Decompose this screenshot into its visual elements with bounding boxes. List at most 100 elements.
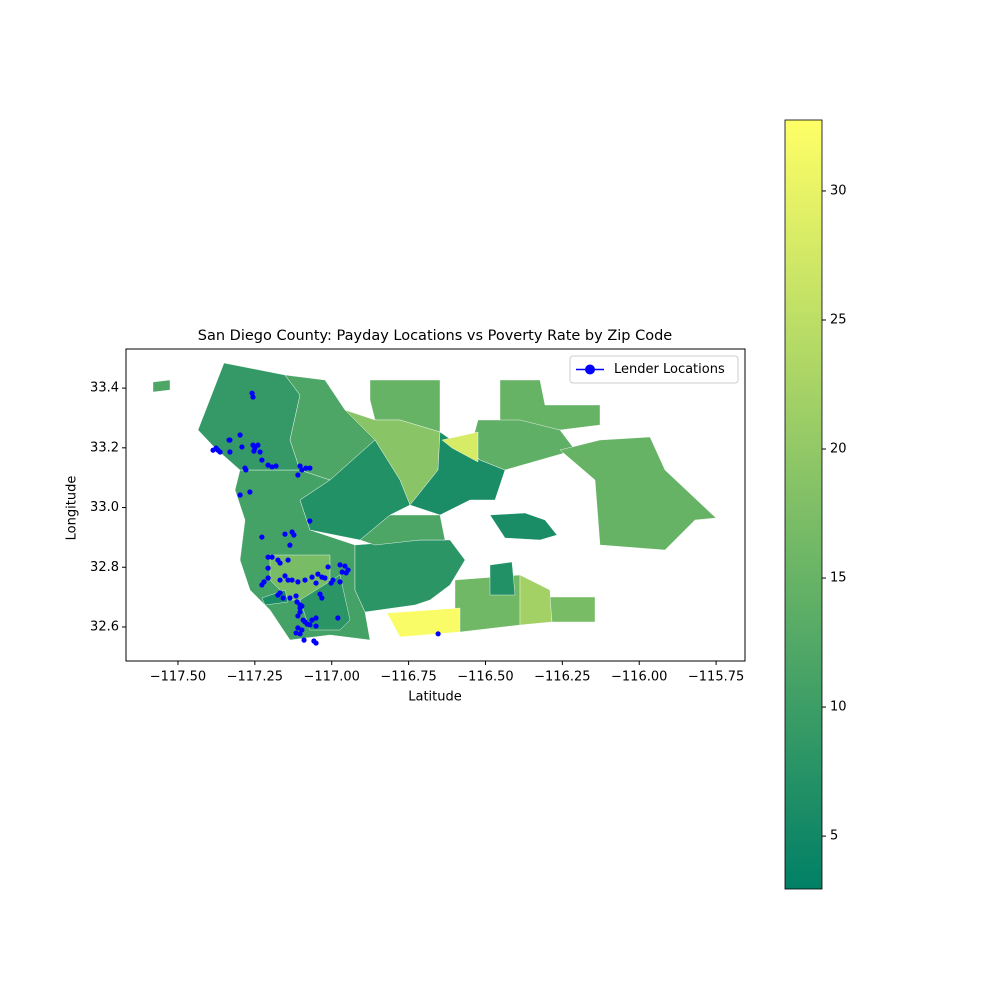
lender-point xyxy=(297,463,303,469)
zip-region xyxy=(359,514,446,546)
colorbar-tick-label: 25 xyxy=(830,312,847,327)
lender-point xyxy=(227,437,233,443)
lender-point xyxy=(250,394,256,400)
zip-region xyxy=(489,512,558,541)
lender-point xyxy=(315,571,321,577)
lender-point xyxy=(282,531,288,537)
lender-point xyxy=(210,447,216,453)
lender-point xyxy=(301,637,307,643)
x-tick-label: −117.50 xyxy=(150,670,206,685)
lender-point xyxy=(282,573,288,579)
lender-point xyxy=(297,631,303,637)
zip-region xyxy=(386,607,461,638)
lender-point xyxy=(309,574,315,580)
x-axis-label: Latitude xyxy=(408,690,462,705)
colorbar-tick-label: 30 xyxy=(830,183,847,198)
lender-point xyxy=(291,532,297,538)
lender-point xyxy=(299,603,305,609)
colorbar xyxy=(784,119,823,890)
lender-point xyxy=(319,595,325,601)
lender-point xyxy=(275,592,281,598)
legend-label: Lender Locations xyxy=(614,362,725,377)
lender-point xyxy=(287,542,293,548)
lender-point xyxy=(313,640,319,646)
y-axis-label: Longitude xyxy=(65,476,80,541)
legend-marker xyxy=(585,364,595,375)
colorbar-tick-label: 20 xyxy=(830,442,847,457)
lender-point xyxy=(295,625,301,631)
lender-point xyxy=(307,622,313,628)
lender-point xyxy=(280,595,286,601)
y-tick-label: 33.2 xyxy=(90,440,119,455)
lender-point xyxy=(299,467,305,473)
x-tick-label: −115.75 xyxy=(688,670,744,685)
lender-point xyxy=(342,563,348,569)
x-tick-label: −117.25 xyxy=(227,670,283,685)
lender-point xyxy=(285,577,291,583)
lender-point xyxy=(313,580,319,586)
x-tick-label: −116.50 xyxy=(457,670,513,685)
lender-point xyxy=(295,613,301,619)
lender-point xyxy=(277,577,283,583)
lender-point xyxy=(337,579,343,585)
y-tick-label: 33.0 xyxy=(90,500,119,515)
lender-point xyxy=(287,595,293,601)
lender-point xyxy=(325,564,331,570)
lender-point xyxy=(435,631,441,637)
lender-point xyxy=(293,630,299,636)
zip-region xyxy=(489,561,516,596)
lender-point xyxy=(299,627,305,633)
lender-point xyxy=(335,615,341,621)
lender-point xyxy=(259,457,265,463)
lender-point xyxy=(317,591,323,597)
lender-point xyxy=(319,574,325,580)
chart-title: San Diego County: Payday Locations vs Po… xyxy=(198,328,673,344)
lender-point xyxy=(243,467,249,473)
lender-point xyxy=(251,448,257,454)
lender-point xyxy=(285,557,291,563)
colorbar-tick-label: 5 xyxy=(830,829,838,844)
x-tick-label: −117.00 xyxy=(304,670,360,685)
lender-point xyxy=(313,623,319,629)
lender-point xyxy=(328,580,334,586)
lender-point xyxy=(239,444,245,450)
x-tick-label: −116.75 xyxy=(380,670,436,685)
zip-region xyxy=(152,379,171,393)
lender-point xyxy=(307,518,313,524)
lender-point xyxy=(259,582,265,588)
lender-point xyxy=(269,554,275,560)
zip-region xyxy=(559,436,717,551)
lender-point xyxy=(265,575,271,581)
lender-point xyxy=(269,464,275,470)
lender-point xyxy=(295,579,301,585)
lender-point xyxy=(265,554,271,560)
colorbar-tick-label: 10 xyxy=(830,700,847,715)
x-tick-label: −116.00 xyxy=(611,670,667,685)
axes-frame xyxy=(125,348,746,662)
colorbar-tick-label: 15 xyxy=(830,571,847,586)
y-tick-label: 32.8 xyxy=(90,560,119,575)
lender-point xyxy=(265,462,271,468)
lender-point xyxy=(307,465,313,471)
lender-point xyxy=(255,442,261,448)
lender-point xyxy=(343,570,349,576)
map xyxy=(152,362,717,641)
zip-region xyxy=(549,596,596,623)
lender-point xyxy=(227,449,233,455)
lender-point xyxy=(273,463,279,469)
lender-point xyxy=(339,569,345,575)
legend-box xyxy=(569,355,739,384)
lender-point xyxy=(337,562,343,568)
y-tick-label: 32.6 xyxy=(90,619,119,634)
lender-point xyxy=(303,465,309,471)
lender-point xyxy=(293,593,299,599)
lender-point xyxy=(247,489,253,495)
lender-point xyxy=(277,560,283,566)
zip-region xyxy=(441,431,479,463)
y-tick-label: 33.4 xyxy=(90,381,119,396)
lender-point xyxy=(302,577,308,583)
lender-point xyxy=(313,615,319,621)
lender-point xyxy=(249,390,255,396)
lender-point xyxy=(289,577,295,583)
